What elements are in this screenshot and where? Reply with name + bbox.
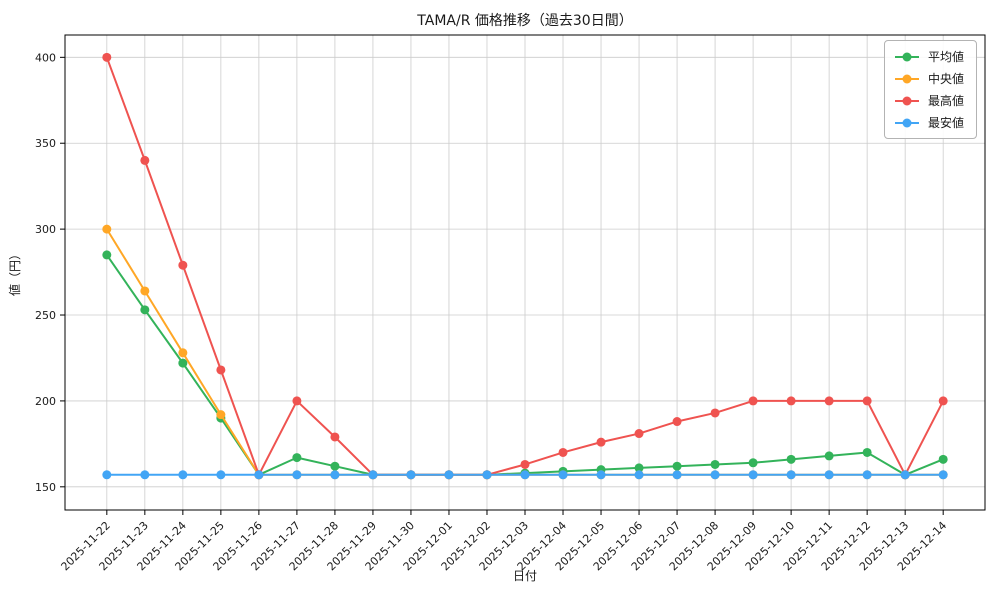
series-marker-average [824, 451, 834, 461]
series-marker-median [178, 348, 188, 358]
legend-label-min: 最安値 [927, 116, 964, 130]
series-marker-average [672, 461, 682, 471]
legend-item-max: 最高値 [894, 92, 964, 109]
series-max [102, 52, 948, 480]
chart-layers: 1502002503003504002025-11-222025-11-2320… [35, 34, 986, 573]
series-marker-median [216, 410, 226, 420]
series-marker-min [558, 470, 568, 480]
series-marker-max [330, 432, 340, 442]
series-marker-max [596, 437, 606, 447]
series-marker-max [938, 396, 948, 406]
series-marker-max [672, 417, 682, 427]
series-marker-max [862, 396, 872, 406]
series-marker-max [558, 447, 568, 457]
y-tick-label: 350 [35, 137, 56, 150]
series-marker-average [178, 358, 188, 368]
legend-marker-average [894, 52, 919, 61]
series-marker-min [938, 470, 948, 480]
series-marker-max [102, 52, 112, 62]
legend-label-max: 最高値 [927, 94, 964, 108]
x-axis-label: 日付 [513, 569, 537, 583]
series-marker-max [824, 396, 834, 406]
series-marker-average [292, 453, 302, 463]
series-marker-min [102, 470, 112, 480]
legend-label-average: 平均値 [927, 50, 964, 64]
legend-item-median: 中央値 [894, 70, 964, 87]
series-marker-min [748, 470, 758, 480]
series-marker-min [710, 470, 720, 480]
series-marker-min [900, 470, 910, 480]
series-marker-min [520, 470, 530, 480]
y-axis-label: 値（円） [7, 248, 22, 296]
series-marker-max [634, 429, 644, 439]
series-marker-max [140, 155, 150, 165]
series-marker-max [292, 396, 302, 406]
series-marker-average [710, 459, 720, 469]
series-marker-average [102, 250, 112, 260]
series-marker-min [786, 470, 796, 480]
series-marker-max [216, 365, 226, 375]
series-marker-max [748, 396, 758, 406]
series-marker-min [444, 470, 454, 480]
legend-marker-max [894, 96, 919, 105]
series-marker-average [938, 454, 948, 464]
series-marker-average [634, 463, 644, 473]
series-marker-min [406, 470, 416, 480]
series-marker-min [672, 470, 682, 480]
y-tick-label: 150 [35, 481, 56, 494]
y-tick-label: 200 [35, 395, 56, 408]
series-marker-min [216, 470, 226, 480]
series-marker-min [368, 470, 378, 480]
series-marker-min [292, 470, 302, 480]
legend-label-median: 中央値 [927, 72, 964, 86]
series-marker-min [178, 470, 188, 480]
series-marker-average [140, 305, 150, 315]
series-marker-max [710, 408, 720, 418]
series-marker-median [102, 224, 112, 234]
series-marker-min [254, 470, 264, 480]
series-marker-average [748, 458, 758, 468]
series-marker-min [482, 470, 492, 480]
series-marker-min [862, 470, 872, 480]
chart-title: TAMA/R 価格推移（過去30日間） [416, 13, 632, 29]
series-marker-average [862, 447, 872, 457]
series-marker-min [634, 470, 644, 480]
series-marker-max [178, 260, 188, 270]
series-marker-max [520, 459, 530, 469]
series-marker-min [330, 470, 340, 480]
y-tick-label: 300 [35, 223, 56, 236]
series-marker-min [140, 470, 150, 480]
legend-item-min: 最安値 [894, 114, 964, 131]
series-marker-max [786, 396, 796, 406]
legend-item-average: 平均値 [894, 48, 964, 65]
y-tick-label: 400 [35, 51, 56, 64]
legend-marker-min [894, 118, 919, 127]
legend-marker-median [894, 74, 919, 83]
series-marker-min [596, 470, 606, 480]
series-marker-median [140, 286, 150, 296]
series-marker-average [786, 454, 796, 464]
series-min [102, 470, 948, 480]
series-marker-average [330, 461, 340, 471]
y-tick-label: 250 [35, 309, 56, 322]
legend: 平均値中央値最高値最安値 [883, 40, 977, 139]
gridlines [65, 35, 985, 510]
series-marker-min [824, 470, 834, 480]
